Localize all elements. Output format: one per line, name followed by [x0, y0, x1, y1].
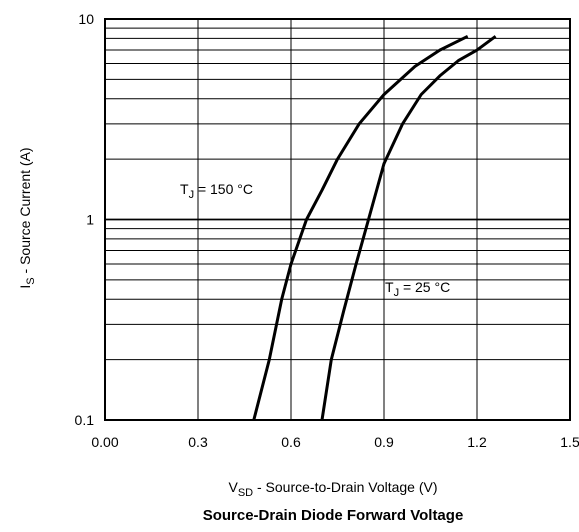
x-tick-label: 0.9: [374, 434, 394, 450]
series-label-150c-rest: = 150 °C: [194, 181, 253, 197]
series-label-150c-main: T: [180, 181, 189, 197]
x-axis-label-rest: - Source-to-Drain Voltage (V): [253, 479, 437, 495]
x-tick-label: 0.3: [188, 434, 208, 450]
series-label-25c: TJ = 25 °C: [385, 279, 450, 299]
y-axis-label-sub: S: [25, 277, 37, 284]
tick-labels: 0.00 0.3 0.6 0.9 1.2 1.5 0.1 1 10: [75, 11, 579, 450]
x-tick-label: 0.00: [91, 434, 118, 450]
series-label-150c: TJ = 150 °C: [180, 181, 253, 201]
x-tick-label: 1.5: [560, 434, 579, 450]
series-label-25c-rest: = 25 °C: [399, 279, 450, 295]
grid: [105, 19, 570, 420]
series-label-150c-sub: J: [189, 189, 195, 201]
y-tick-label: 10: [78, 11, 94, 27]
series-label-25c-sub: J: [394, 287, 400, 299]
x-tick-label: 1.2: [467, 434, 487, 450]
y-axis-label-main: I: [17, 285, 33, 289]
plot-frame: [104, 18, 571, 421]
x-axis-label-sub: SD: [238, 487, 253, 499]
y-tick-label: 1: [86, 212, 94, 228]
x-tick-label: 0.6: [281, 434, 301, 450]
series-line-150c: [252, 34, 469, 421]
series-label-25c-main: T: [385, 279, 394, 295]
y-axis-label: IS - Source Current (A): [17, 147, 37, 288]
data-curves: [252, 34, 497, 421]
x-axis-label-main: V: [228, 479, 238, 495]
x-axis-label: VSD - Source-to-Drain Voltage (V): [228, 479, 437, 499]
series-line-25c: [320, 35, 497, 421]
y-axis-label-rest: - Source Current (A): [17, 147, 33, 277]
chart-title: Source-Drain Diode Forward Voltage: [203, 507, 464, 524]
y-tick-label: 0.1: [75, 412, 95, 428]
